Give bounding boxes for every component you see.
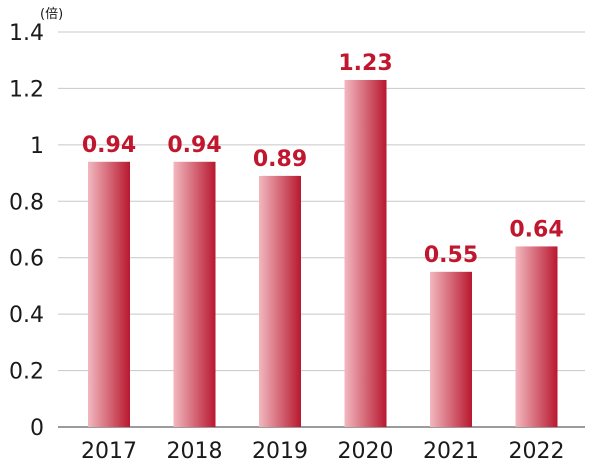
grid — [58, 31, 585, 428]
bar-2017 — [88, 161, 130, 428]
bar-2019 — [259, 175, 301, 427]
bar-2020 — [344, 79, 387, 427]
bar-2021 — [430, 271, 472, 427]
bar-2022 — [515, 246, 558, 427]
data-labels: 0.94 0.94 0.89 1.23 0.55 0.64 — [82, 51, 564, 268]
bars — [88, 79, 558, 428]
y-tick-label: 0.4 — [9, 303, 44, 328]
y-tick-label: 1.4 — [9, 21, 44, 46]
x-tick-label-2019: 2019 — [252, 439, 308, 464]
x-tick-label-2017: 2017 — [81, 439, 137, 464]
data-label-2020: 1.23 — [338, 51, 392, 76]
y-tick-label: 0.6 — [9, 247, 44, 272]
y-tick-label: 0 — [30, 416, 44, 441]
x-tick-label-2018: 2018 — [167, 439, 223, 464]
x-tick-label-2020: 2020 — [338, 439, 394, 464]
x-tick-label-2021: 2021 — [423, 439, 479, 464]
x-axis-ticks: 2017 2018 2019 2020 2021 2022 — [81, 439, 565, 464]
x-tick-label-2022: 2022 — [509, 439, 565, 464]
y-tick-label: 1 — [30, 134, 44, 159]
y-tick-label: 1.2 — [9, 77, 44, 102]
y-tick-label: 0.2 — [9, 360, 44, 385]
y-tick-label: 0.8 — [9, 190, 44, 215]
data-label-2019: 0.89 — [253, 147, 307, 172]
data-label-2022: 0.64 — [509, 217, 563, 242]
y-axis-ticks: 0 0.2 0.4 0.6 0.8 1 1.2 1.4 — [9, 21, 44, 441]
data-label-2018: 0.94 — [167, 133, 221, 158]
data-label-2021: 0.55 — [424, 243, 478, 268]
y-axis-unit-label: (倍) — [40, 7, 63, 22]
bar-2018 — [173, 161, 216, 428]
data-label-2017: 0.94 — [82, 133, 136, 158]
